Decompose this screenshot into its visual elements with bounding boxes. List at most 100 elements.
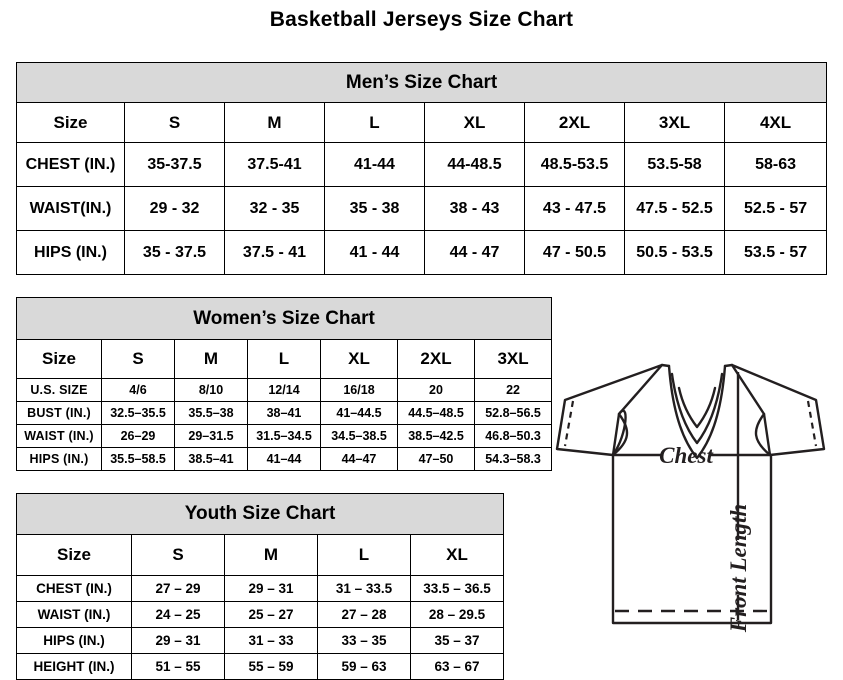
youth-height-s: 51 – 55 xyxy=(131,653,225,680)
womens-us-size-2xl: 20 xyxy=(397,378,475,402)
womens-row-label-bust: BUST (IN.) xyxy=(16,401,102,425)
womens-hips-l: 41–44 xyxy=(247,447,321,471)
youth-hips-s: 29 – 31 xyxy=(131,627,225,654)
mens-row-label-waist: WAIST(IN.) xyxy=(16,186,125,231)
table-row: U.S. SIZE 4/6 8/10 12/14 16/18 20 22 xyxy=(16,378,553,402)
mens-chart-caption-row: Men’s Size Chart xyxy=(15,62,828,103)
mens-row-label-chest: CHEST (IN.) xyxy=(16,142,125,187)
womens-bust-s: 32.5–35.5 xyxy=(101,401,175,425)
womens-us-size-s: 4/6 xyxy=(101,378,175,402)
womens-waist-m: 29–31.5 xyxy=(174,424,248,448)
mens-header-row: Size S M L XL 2XL 3XL 4XL xyxy=(16,102,828,143)
youth-size-chart-table: Youth Size Chart Size S M L XL CHEST (IN… xyxy=(15,493,505,680)
womens-waist-3xl: 46.8–50.3 xyxy=(473,424,553,448)
table-row: HIPS (IN.) 35 - 37.5 37.5 - 41 41 - 44 4… xyxy=(16,230,828,275)
youth-header-row: Size S M L XL xyxy=(16,534,505,576)
mens-hips-l: 41 - 44 xyxy=(324,230,425,275)
youth-height-l: 59 – 63 xyxy=(317,653,411,680)
mens-col-header-xl: XL xyxy=(424,102,525,143)
womens-hips-m: 38.5–41 xyxy=(174,447,248,471)
youth-hips-m: 31 – 33 xyxy=(224,627,318,654)
mens-col-header-4xl: 4XL xyxy=(723,102,828,143)
mens-col-header-s: S xyxy=(124,102,225,143)
womens-bust-2xl: 44.5–48.5 xyxy=(397,401,475,425)
womens-col-header-l: L xyxy=(247,339,321,379)
mens-waist-4xl: 52.5 - 57 xyxy=(723,186,828,231)
mens-hips-4xl: 53.5 - 57 xyxy=(723,230,828,275)
table-row: HIPS (IN.) 35.5–58.5 38.5–41 41–44 44–47… xyxy=(16,447,553,471)
youth-waist-s: 24 – 25 xyxy=(131,601,225,628)
left-sleeve-dashed-hem xyxy=(563,400,575,447)
womens-hips-s: 35.5–58.5 xyxy=(101,447,175,471)
page-title: Basketball Jerseys Size Chart xyxy=(269,8,574,31)
mens-chest-m: 37.5-41 xyxy=(224,142,325,187)
mens-chest-2xl: 48.5-53.5 xyxy=(524,142,625,187)
youth-row-label-waist: WAIST (IN.) xyxy=(16,601,132,628)
womens-hips-2xl: 47–50 xyxy=(397,447,475,471)
womens-col-header-size: Size xyxy=(16,339,102,379)
mens-col-header-3xl: 3XL xyxy=(624,102,725,143)
mens-hips-xl: 44 - 47 xyxy=(424,230,525,275)
front-length-label: Front Length xyxy=(726,504,751,633)
youth-hips-xl: 35 – 37 xyxy=(409,627,505,654)
youth-col-header-l: L xyxy=(317,534,411,576)
mens-col-header-l: L xyxy=(324,102,425,143)
mens-hips-s: 35 - 37.5 xyxy=(124,230,225,275)
youth-waist-m: 25 – 27 xyxy=(224,601,318,628)
womens-us-size-l: 12/14 xyxy=(247,378,321,402)
mens-hips-3xl: 50.5 - 53.5 xyxy=(624,230,725,275)
womens-col-header-3xl: 3XL xyxy=(473,339,553,379)
table-row: CHEST (IN.) 27 – 29 29 – 31 31 – 33.5 33… xyxy=(16,575,505,602)
mens-col-header-2xl: 2XL xyxy=(524,102,625,143)
table-row: WAIST(IN.) 29 - 32 32 - 35 35 - 38 38 - … xyxy=(16,186,828,231)
chest-label: Chest xyxy=(659,443,713,468)
youth-chart-caption-row: Youth Size Chart xyxy=(15,493,505,535)
womens-bust-xl: 41–44.5 xyxy=(320,401,398,425)
youth-col-header-m: M xyxy=(224,534,318,576)
womens-col-header-s: S xyxy=(101,339,175,379)
youth-col-header-size: Size xyxy=(16,534,132,576)
jersey-outline-icon xyxy=(555,363,826,625)
youth-chest-m: 29 – 31 xyxy=(224,575,318,602)
table-row: WAIST (IN.) 24 – 25 25 – 27 27 – 28 28 –… xyxy=(16,601,505,628)
youth-col-header-s: S xyxy=(131,534,225,576)
mens-row-label-hips: HIPS (IN.) xyxy=(16,230,125,275)
womens-hips-3xl: 54.3–58.3 xyxy=(473,447,553,471)
womens-col-header-m: M xyxy=(174,339,248,379)
mens-col-header-size: Size xyxy=(16,102,125,143)
womens-header-row: Size S M L XL 2XL 3XL xyxy=(16,339,553,379)
jersey-measurement-diagram: Chest Front Length xyxy=(533,348,843,673)
womens-waist-s: 26–29 xyxy=(101,424,175,448)
womens-waist-xl: 34.5–38.5 xyxy=(320,424,398,448)
youth-hips-l: 33 – 35 xyxy=(317,627,411,654)
womens-us-size-xl: 16/18 xyxy=(320,378,398,402)
mens-chart-caption: Men’s Size Chart xyxy=(15,62,828,103)
mens-hips-m: 37.5 - 41 xyxy=(224,230,325,275)
youth-row-label-hips: HIPS (IN.) xyxy=(16,627,132,654)
youth-waist-xl: 28 – 29.5 xyxy=(409,601,505,628)
mens-chest-l: 41-44 xyxy=(324,142,425,187)
mens-waist-l: 35 - 38 xyxy=(324,186,425,231)
womens-us-size-3xl: 22 xyxy=(473,378,553,402)
table-row: HIPS (IN.) 29 – 31 31 – 33 33 – 35 35 – … xyxy=(16,627,505,654)
youth-waist-l: 27 – 28 xyxy=(317,601,411,628)
table-row: BUST (IN.) 32.5–35.5 35.5–38 38–41 41–44… xyxy=(16,401,553,425)
womens-waist-l: 31.5–34.5 xyxy=(247,424,321,448)
mens-waist-2xl: 43 - 47.5 xyxy=(524,186,625,231)
mens-chest-xl: 44-48.5 xyxy=(424,142,525,187)
youth-height-m: 55 – 59 xyxy=(224,653,318,680)
youth-col-header-xl: XL xyxy=(409,534,505,576)
youth-chest-s: 27 – 29 xyxy=(131,575,225,602)
youth-chart-caption: Youth Size Chart xyxy=(15,493,505,535)
mens-chest-4xl: 58-63 xyxy=(723,142,828,187)
womens-size-chart-table: Women’s Size Chart Size S M L XL 2XL 3XL… xyxy=(15,297,553,471)
mens-size-chart-table: Men’s Size Chart Size S M L XL 2XL 3XL 4… xyxy=(15,62,828,275)
table-row: HEIGHT (IN.) 51 – 55 55 – 59 59 – 63 63 … xyxy=(16,653,505,680)
womens-col-header-xl: XL xyxy=(320,339,398,379)
womens-us-size-m: 8/10 xyxy=(174,378,248,402)
womens-row-label-hips: HIPS (IN.) xyxy=(16,447,102,471)
womens-chart-caption-row: Women’s Size Chart xyxy=(15,297,553,340)
mens-chest-3xl: 53.5-58 xyxy=(624,142,725,187)
womens-row-label-waist: WAIST (IN.) xyxy=(16,424,102,448)
womens-row-label-us-size: U.S. SIZE xyxy=(16,378,102,402)
